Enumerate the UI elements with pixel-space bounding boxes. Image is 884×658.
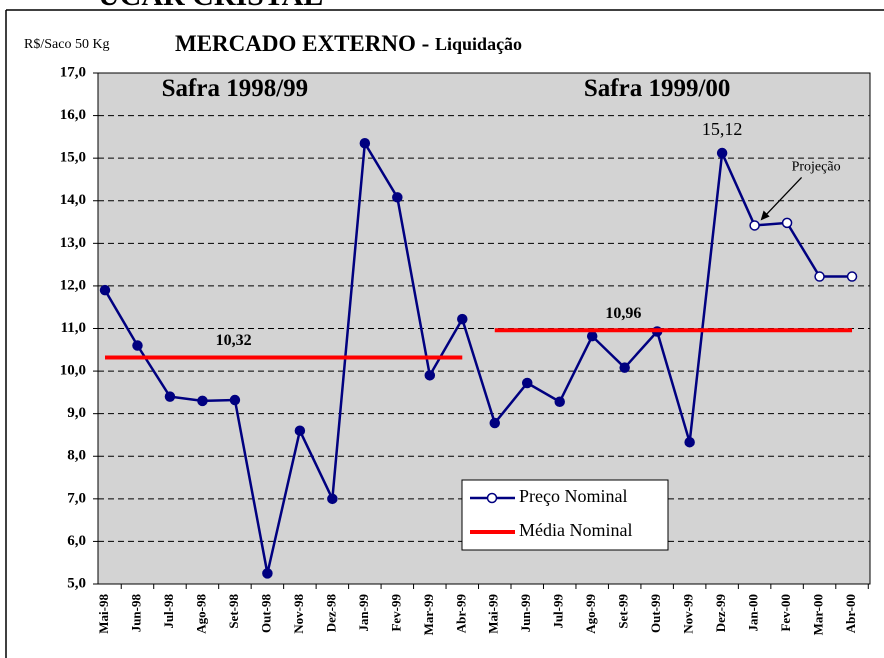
x-tick-label: Ago-99 bbox=[583, 594, 598, 634]
annotation: Projeção bbox=[792, 160, 841, 175]
price-marker bbox=[846, 271, 858, 282]
price-marker bbox=[197, 395, 208, 407]
legend-label: Preço Nominal bbox=[519, 486, 627, 506]
x-tick-label: Set-99 bbox=[616, 594, 631, 629]
mean-label: 10,32 bbox=[216, 332, 252, 349]
y-tick-label: 14,0 bbox=[60, 192, 86, 208]
y-tick-label: 17,0 bbox=[60, 64, 86, 80]
price-marker bbox=[392, 192, 403, 203]
chart-title: MERCADO EXTERNO - Liquidação bbox=[175, 31, 522, 56]
x-tick-label: Fev-99 bbox=[388, 594, 403, 632]
price-marker bbox=[521, 377, 533, 389]
y-tick-label: 13,0 bbox=[60, 235, 86, 251]
x-tick-label: Mai-99 bbox=[486, 594, 501, 634]
price-marker bbox=[132, 340, 143, 351]
price-marker bbox=[554, 396, 565, 407]
x-tick-label: Fev-00 bbox=[778, 594, 793, 632]
y-tick-label: 9,0 bbox=[67, 405, 86, 421]
y-tick-label: 7,0 bbox=[67, 490, 86, 506]
x-tick-label: Nov-99 bbox=[681, 594, 696, 634]
x-tick-label: Ago-98 bbox=[193, 594, 208, 634]
x-tick-label: Out-98 bbox=[258, 594, 273, 634]
price-marker bbox=[749, 220, 760, 231]
price-marker bbox=[619, 362, 630, 373]
unit-label: R$/Saco 50 Kg bbox=[24, 37, 110, 52]
arrow-head bbox=[760, 210, 770, 221]
x-tick-label: Dez-98 bbox=[323, 594, 338, 633]
y-tick-label: 16,0 bbox=[60, 107, 86, 123]
y-tick-label: 10,0 bbox=[60, 363, 86, 379]
y-tick-label: 6,0 bbox=[67, 533, 86, 549]
x-tick-label: Abr-99 bbox=[453, 594, 468, 634]
x-tick-label: Abr-00 bbox=[843, 594, 858, 633]
y-tick-label: 12,0 bbox=[60, 277, 86, 293]
x-tick-label: Jun-99 bbox=[518, 594, 533, 633]
price-marker bbox=[262, 568, 273, 579]
x-tick-label: Dez-99 bbox=[713, 594, 728, 633]
price-marker bbox=[457, 313, 468, 325]
price-marker bbox=[229, 394, 241, 406]
x-tick-label: Mai-98 bbox=[96, 594, 111, 634]
x-tick-label: Jun-98 bbox=[128, 594, 143, 633]
price-marker bbox=[359, 138, 371, 149]
x-tick-label: Mar-99 bbox=[421, 594, 436, 636]
title-suffix: Liquidação bbox=[435, 34, 522, 54]
annotation: Safra 1998/99 bbox=[162, 75, 309, 102]
price-line bbox=[103, 139, 853, 574]
price-marker bbox=[164, 391, 176, 402]
price-marker bbox=[489, 417, 501, 429]
x-tick-label: Jul-98 bbox=[161, 594, 176, 629]
price-marker bbox=[294, 425, 306, 436]
data-label: 15,12 bbox=[702, 119, 743, 139]
y-tick-label: 11,0 bbox=[61, 320, 86, 336]
annotation-arrow bbox=[762, 177, 803, 219]
x-tick-label: Nov-98 bbox=[291, 594, 306, 634]
price-marker bbox=[327, 493, 338, 505]
x-tick-label: Jan-99 bbox=[356, 594, 371, 632]
price-marker bbox=[781, 217, 793, 229]
y-tick-label: 8,0 bbox=[67, 448, 86, 464]
price-marker bbox=[424, 370, 436, 381]
legend: Preço Nominal Média Nominal bbox=[461, 479, 669, 551]
price-marker bbox=[99, 284, 111, 296]
x-tick-label: Jan-00 bbox=[746, 594, 761, 632]
price-marker bbox=[684, 436, 695, 448]
x-tick-label: Mar-00 bbox=[811, 594, 826, 635]
mean-label: 10,96 bbox=[605, 305, 641, 322]
price-marker bbox=[586, 330, 598, 342]
legend-box bbox=[461, 479, 669, 551]
annotation: Safra 1999/00 bbox=[584, 75, 731, 102]
legend-label: Média Nominal bbox=[519, 520, 632, 540]
x-tick-label: Jul-99 bbox=[551, 594, 566, 629]
y-tick-label: 5,0 bbox=[67, 575, 86, 591]
title-main: MERCADO EXTERNO - bbox=[175, 31, 435, 56]
y-tick-label: 15,0 bbox=[60, 150, 86, 166]
supertitle: UCAR CRISTAL bbox=[98, 0, 323, 12]
x-tick-label: Out-99 bbox=[648, 594, 663, 634]
price-marker bbox=[814, 271, 825, 282]
price-marker bbox=[716, 147, 728, 159]
legend-marker bbox=[486, 492, 498, 504]
x-tick-label: Set-98 bbox=[226, 594, 241, 629]
